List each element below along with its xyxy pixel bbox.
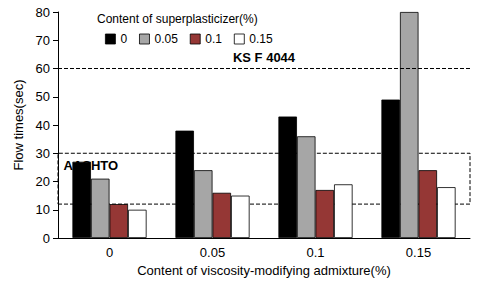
svg-text:20: 20 xyxy=(36,174,50,189)
svg-text:0.15: 0.15 xyxy=(249,32,273,46)
svg-text:0.15: 0.15 xyxy=(406,245,431,260)
svg-text:0: 0 xyxy=(106,245,113,260)
svg-text:10: 10 xyxy=(36,202,50,217)
svg-text:Content of superplasticizer(%): Content of superplasticizer(%) xyxy=(97,12,258,26)
svg-text:0.1: 0.1 xyxy=(205,32,222,46)
svg-text:0: 0 xyxy=(120,32,127,46)
svg-text:Content of viscosity-modifying: Content of viscosity-modifying admixture… xyxy=(137,263,391,278)
svg-text:0: 0 xyxy=(43,231,50,246)
svg-text:80: 80 xyxy=(36,5,50,20)
svg-text:50: 50 xyxy=(36,89,50,104)
svg-text:30: 30 xyxy=(36,146,50,161)
svg-text:KS F 4044: KS F 4044 xyxy=(233,50,296,65)
svg-text:0.1: 0.1 xyxy=(306,245,324,260)
svg-text:AASHTO: AASHTO xyxy=(63,157,119,173)
svg-text:Flow times(sec): Flow times(sec) xyxy=(11,79,26,170)
svg-text:0.05: 0.05 xyxy=(200,245,225,260)
svg-text:60: 60 xyxy=(36,61,50,76)
svg-text:70: 70 xyxy=(36,33,50,48)
svg-text:0.05: 0.05 xyxy=(154,32,178,46)
svg-text:40: 40 xyxy=(36,118,50,133)
